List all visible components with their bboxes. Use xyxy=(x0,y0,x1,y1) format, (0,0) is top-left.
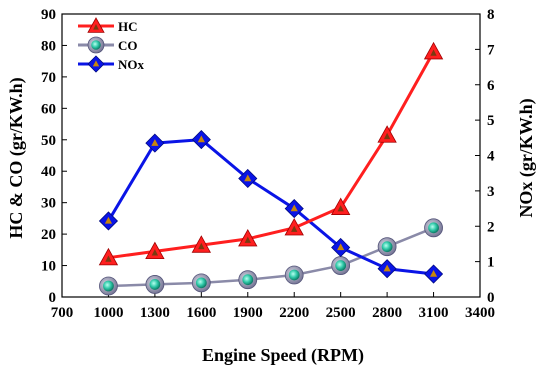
nox-point xyxy=(377,259,397,279)
x-tick-label: 1900 xyxy=(233,305,263,321)
co-point xyxy=(145,275,165,294)
legend-item-hc: HC xyxy=(78,17,138,34)
x-tick-label: 3400 xyxy=(465,305,495,321)
co-point xyxy=(87,36,105,54)
legend-item-co: CO xyxy=(78,36,138,54)
co-point xyxy=(238,270,258,290)
series-nox xyxy=(98,130,444,284)
legend-label: CO xyxy=(118,38,138,53)
x-tick-label: 2500 xyxy=(326,305,356,321)
legend-label: HC xyxy=(118,19,138,34)
hc-point xyxy=(87,17,105,33)
y-tick-label: 60 xyxy=(41,101,56,117)
y-axis-title-right: NOx (gr/KW.h) xyxy=(516,98,537,217)
y2-tick-label: 8 xyxy=(487,7,495,23)
co-point xyxy=(191,273,211,293)
x-tick-label: 1600 xyxy=(186,305,216,321)
y2-tick-label: 2 xyxy=(487,219,495,235)
series-hc xyxy=(98,41,444,266)
x-tick-label: 2800 xyxy=(372,305,402,321)
hc-point xyxy=(377,125,397,143)
legend-label: NOx xyxy=(118,57,145,72)
co-point xyxy=(99,276,118,296)
legend: HC CO NOx xyxy=(78,17,145,73)
nox-point xyxy=(191,130,211,150)
y2-tick-label: 5 xyxy=(487,113,495,129)
co-point xyxy=(377,237,397,257)
nox-point xyxy=(87,55,105,73)
hc-point xyxy=(98,247,119,266)
nox-point xyxy=(284,198,304,219)
co-point xyxy=(284,265,304,285)
hc-point xyxy=(191,235,212,253)
y-tick-label: 90 xyxy=(41,7,56,23)
nox-point xyxy=(423,264,444,284)
hc-point xyxy=(330,197,351,215)
x-tick-label: 700 xyxy=(51,305,74,321)
y2-tick-label: 0 xyxy=(487,290,495,306)
hc-line xyxy=(108,51,435,260)
y-axis-title-left: HC & CO (gr/KW.h) xyxy=(6,77,27,238)
y-tick-label: 30 xyxy=(41,196,56,212)
y-tick-label: 80 xyxy=(41,38,56,54)
hc-point xyxy=(238,229,258,247)
nox-point xyxy=(98,211,119,231)
y2-tick-label: 4 xyxy=(487,149,495,165)
hc-point xyxy=(145,241,165,260)
hc-point xyxy=(284,217,304,236)
y-tick-label: 0 xyxy=(49,290,57,306)
x-axis-title: Engine Speed (RPM) xyxy=(202,345,364,366)
y-tick-label: 10 xyxy=(41,259,56,275)
y2-tick-label: 6 xyxy=(487,78,495,94)
y-tick-label: 70 xyxy=(41,70,56,86)
nox-point xyxy=(331,237,351,258)
legend-item-nox: NOx xyxy=(78,55,145,73)
y-tick-label: 20 xyxy=(41,227,56,243)
co-point xyxy=(424,218,443,238)
nox-point xyxy=(238,168,258,189)
axes: 700 1000 1300 1600 1900 2200 2500 2800 3100 34000… xyxy=(41,7,495,321)
y2-tick-label: 1 xyxy=(487,255,495,271)
series-co xyxy=(99,218,443,296)
nox-point xyxy=(145,133,165,153)
y-tick-label: 40 xyxy=(41,164,56,180)
x-tick-label: 2200 xyxy=(279,305,309,321)
y-tick-label: 50 xyxy=(41,133,56,149)
x-tick-label: 3100 xyxy=(419,305,449,321)
y2-tick-label: 3 xyxy=(487,184,495,200)
series-layer xyxy=(98,41,444,296)
y2-tick-label: 7 xyxy=(487,42,495,58)
hc-point xyxy=(423,41,444,60)
x-tick-label: 1300 xyxy=(140,305,170,321)
co-point xyxy=(331,256,351,275)
x-tick-label: 1000 xyxy=(93,305,123,321)
